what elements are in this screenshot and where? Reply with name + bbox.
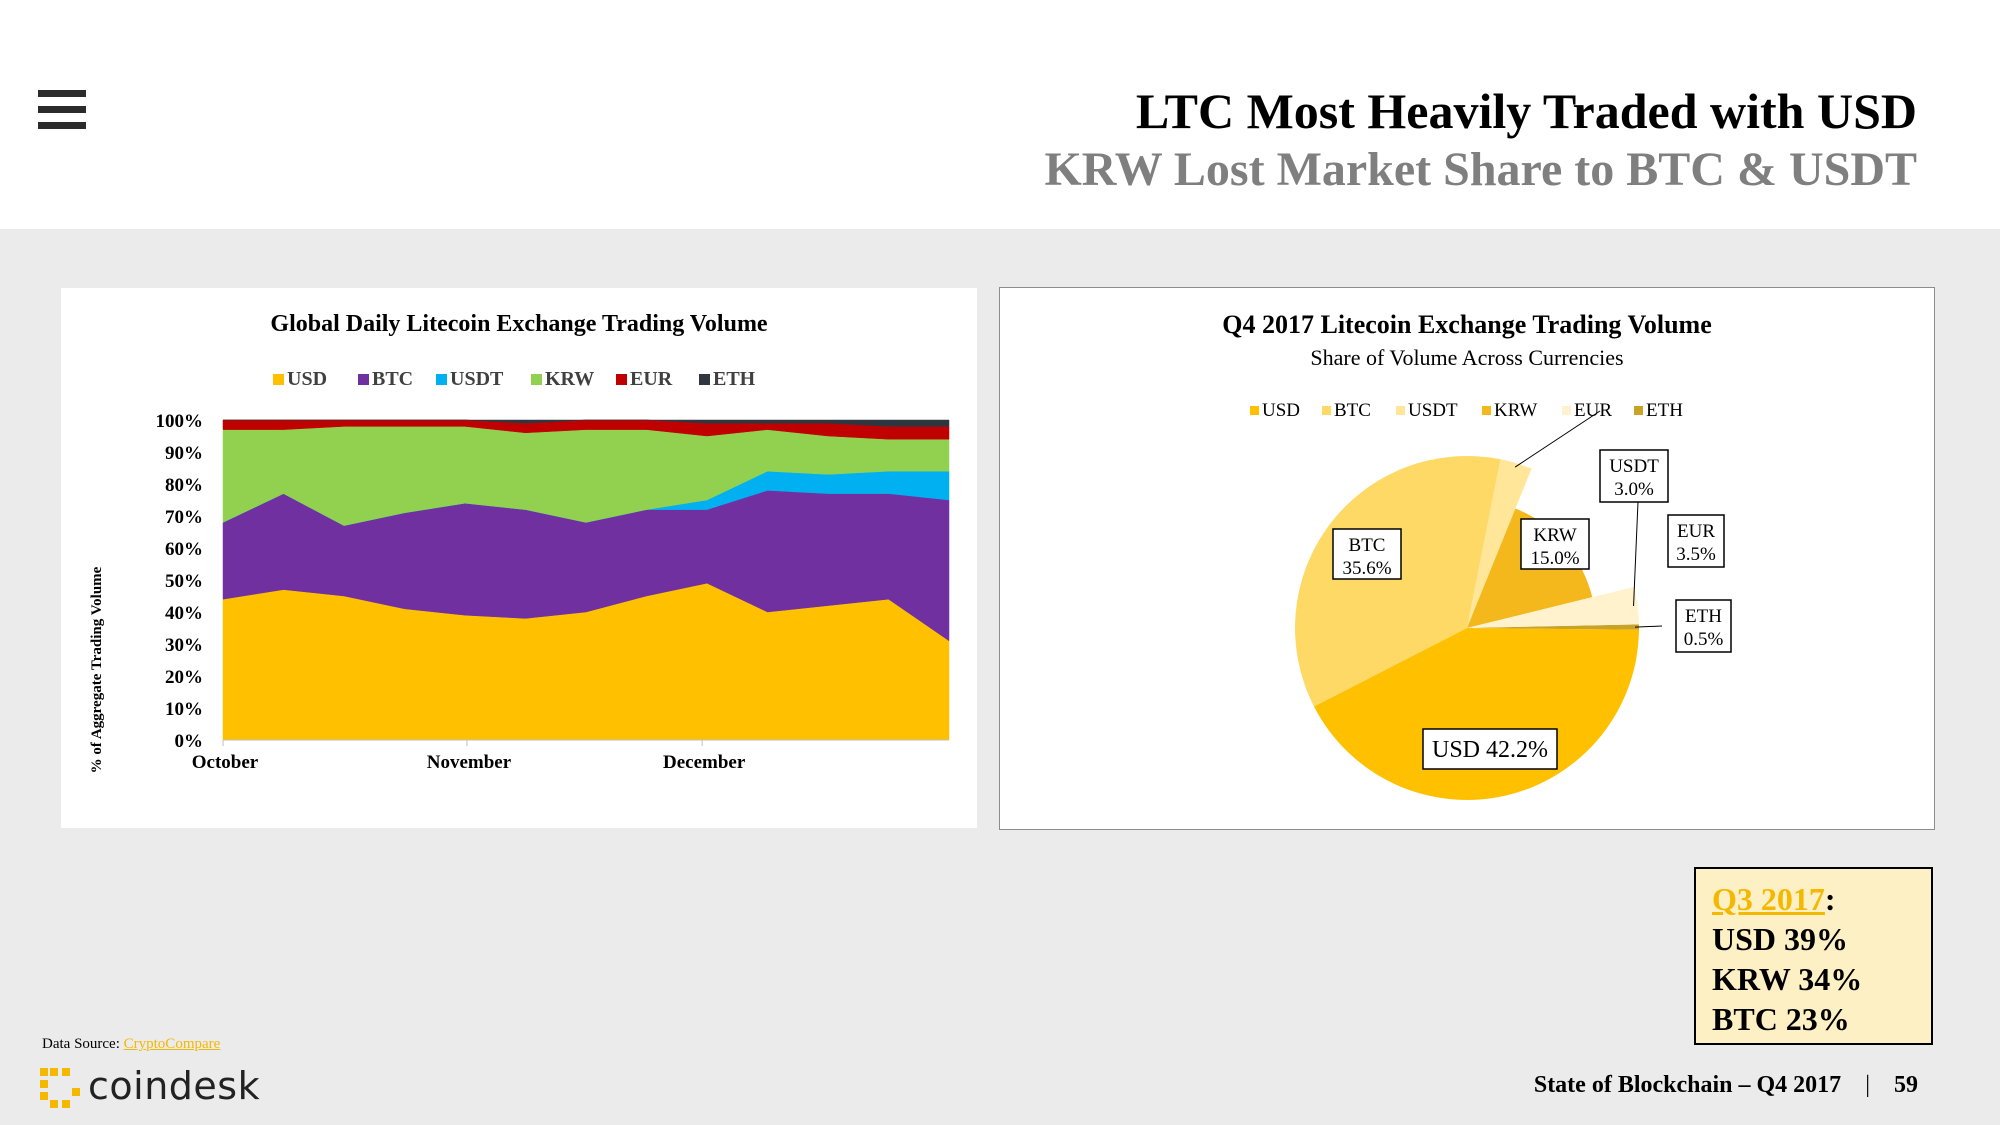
- pie-slice-eur: [1467, 586, 1639, 628]
- legend-swatch-usd: [273, 374, 284, 385]
- pie-label-eth-text: ETH: [1685, 606, 1722, 627]
- pie-label-eur-text: 3.5%: [1676, 544, 1716, 565]
- q3-btc: BTC 23%: [1712, 1001, 1850, 1037]
- q3-link[interactable]: Q3 2017: [1712, 881, 1825, 917]
- q3-colon: :: [1824, 881, 1836, 917]
- pie-label-eur-box: [1667, 514, 1725, 568]
- page-number: 59: [1894, 1072, 1918, 1098]
- pie-label-eth-box: [1675, 599, 1732, 653]
- q3-krw: KRW 34%: [1712, 961, 1863, 997]
- pie-chart: Q4 2017 Litecoin Exchange Trading Volume…: [1222, 310, 1732, 801]
- pie-chart-title: Q4 2017 Litecoin Exchange Trading Volume: [1222, 310, 1711, 339]
- y-tick-label: 40%: [165, 603, 203, 624]
- menu-icon[interactable]: [38, 90, 86, 130]
- legend-swatch-eur: [616, 374, 627, 385]
- pie-legend-swatch-eth: [1634, 406, 1643, 415]
- pie-legend-swatch-btc: [1322, 406, 1331, 415]
- y-tick-label: 70%: [165, 507, 203, 528]
- y-tick-label: 90%: [165, 443, 203, 464]
- y-tick-label: 50%: [165, 571, 203, 592]
- footer-report: State of Blockchain – Q4 2017: [1533, 1072, 1842, 1098]
- coindesk-logo-text: coindesk: [88, 1064, 261, 1108]
- pie-label-usdt-box: [1599, 449, 1669, 503]
- pie-label-eur-text: EUR: [1677, 521, 1715, 542]
- pie-label-btc-text: BTC: [1349, 535, 1386, 556]
- q3-summary-box: Q3 2017: USD 39% KRW 34% BTC 23%: [1694, 867, 1933, 1045]
- pie-chart-panel: Q4 2017 Litecoin Exchange Trading Volume…: [999, 287, 1935, 830]
- area-chart-panel: Global Daily Litecoin Exchange Trading V…: [61, 288, 977, 828]
- x-tick-label: November: [427, 752, 512, 773]
- pie-label-krw-text: 15.0%: [1530, 548, 1579, 569]
- legend-label-eur: EUR: [630, 368, 673, 390]
- pie-slice-btc: [1295, 456, 1501, 707]
- coindesk-logo-icon: [40, 1068, 80, 1108]
- pie-label-usd-box: [1422, 728, 1558, 770]
- header: LTC Most Heavily Traded with USD KRW Los…: [0, 0, 2000, 229]
- data-source-label: Data Source:: [42, 1036, 124, 1052]
- x-tick-label: December: [663, 752, 746, 773]
- pie-legend-label-krw: KRW: [1494, 400, 1537, 421]
- pie-legend-label-btc: BTC: [1334, 400, 1371, 421]
- legend-label-usdt: USDT: [450, 368, 504, 390]
- pie-label-eth-text: 0.5%: [1684, 629, 1724, 650]
- legend-swatch-btc: [358, 374, 369, 385]
- page-title: LTC Most Heavily Traded with USD: [1135, 83, 1917, 139]
- pie-slice-usdt: [1467, 459, 1532, 628]
- page-subtitle: KRW Lost Market Share to BTC & USDT: [1044, 143, 1917, 196]
- y-tick-label: 80%: [165, 475, 203, 496]
- pie-label-btc-box: [1332, 528, 1402, 580]
- pie-legend-label-usdt: USDT: [1408, 400, 1458, 421]
- y-tick-label: 30%: [165, 635, 203, 656]
- legend-swatch-eth: [699, 374, 710, 385]
- legend-label-btc: BTC: [372, 368, 413, 390]
- footer-separator: |: [1865, 1072, 1870, 1098]
- area-series-eth: [223, 419, 950, 427]
- area-layers: [222, 419, 950, 741]
- pie-legend-label-usd: USD: [1262, 400, 1300, 421]
- area-chart: Global Daily Litecoin Exchange Trading V…: [89, 311, 950, 773]
- y-tick-label: 100%: [156, 411, 204, 432]
- pie-leader-usdt: [1514, 410, 1601, 468]
- area-y-ticks: 0% 10% 20% 30% 40% 50% 60% 70% 80% 90% 100%: [156, 411, 204, 752]
- legend-label-eth: ETH: [713, 368, 756, 390]
- x-tick-label: October: [192, 752, 259, 773]
- pie-label-usdt-text: 3.0%: [1614, 479, 1654, 500]
- pie-legend-swatch-krw: [1482, 406, 1491, 415]
- pie-label-usd-text: USD 42.2%: [1432, 737, 1548, 763]
- y-tick-label: 0%: [175, 731, 204, 752]
- legend-swatch-usdt: [436, 374, 447, 385]
- pie-slice-eth: [1467, 624, 1639, 630]
- area-chart-legend: USD BTC USDT KRW EUR ETH: [273, 368, 756, 390]
- pie-label-usdt-text: USDT: [1609, 456, 1659, 477]
- q3-usd: USD 39%: [1712, 921, 1849, 957]
- pie-label-krw-text: KRW: [1533, 525, 1576, 546]
- legend-swatch-krw: [531, 374, 542, 385]
- y-tick-label: 60%: [165, 539, 203, 560]
- coindesk-logo[interactable]: coindesk: [38, 1064, 260, 1112]
- data-source-link[interactable]: CryptoCompare: [123, 1036, 221, 1052]
- pie-legend-swatch-usd: [1250, 406, 1259, 415]
- pie-label-krw-box: [1520, 518, 1590, 570]
- y-tick-label: 20%: [165, 667, 203, 688]
- pie-legend-swatch-eur: [1562, 406, 1571, 415]
- pie-chart-subtitle: Share of Volume Across Currencies: [1310, 345, 1623, 370]
- pie-legend-label-eth: ETH: [1646, 400, 1683, 421]
- data-source: Data Source: CryptoCompare: [42, 1036, 220, 1053]
- pie-legend-label-eur: EUR: [1574, 400, 1612, 421]
- area-chart-title: Global Daily Litecoin Exchange Trading V…: [270, 311, 768, 337]
- footer: State of Blockchain – Q4 2017 | 59: [1534, 1072, 1918, 1099]
- area-x-ticks: October November December: [192, 740, 746, 773]
- legend-label-usd: USD: [287, 368, 327, 390]
- pie-legend-swatch-usdt: [1396, 406, 1405, 415]
- pie-chart-legend: USD BTC USDT KRW EUR ETH: [1250, 400, 1683, 421]
- pie-label-btc-text: 35.6%: [1342, 558, 1391, 579]
- legend-label-krw: KRW: [545, 368, 594, 390]
- y-axis-label: % of Aggregate Trading Volume: [89, 566, 105, 773]
- y-tick-label: 10%: [165, 699, 203, 720]
- pie-leader-eth: [1634, 625, 1663, 628]
